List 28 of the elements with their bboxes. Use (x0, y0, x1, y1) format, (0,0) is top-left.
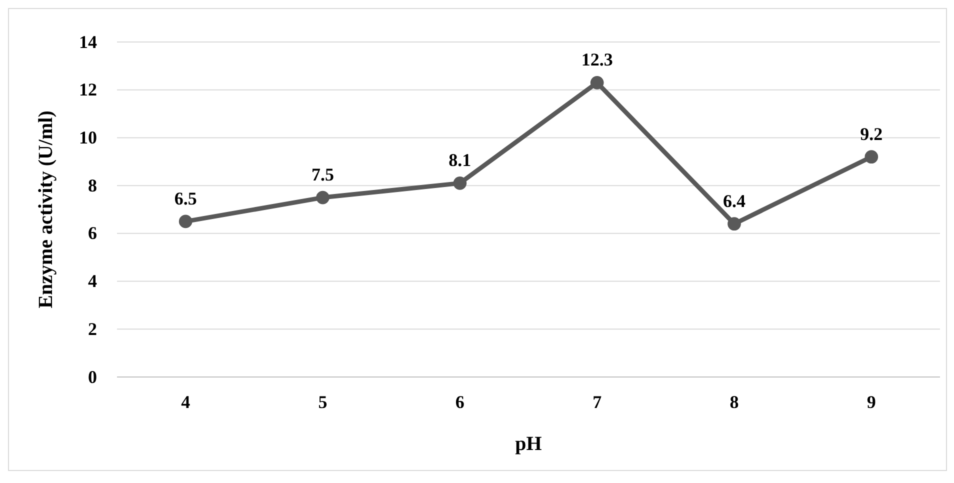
x-tick-label: 7 (592, 392, 602, 412)
x-tick-label: 8 (730, 392, 739, 412)
x-tick-label: 5 (318, 392, 328, 412)
x-tick-label: 9 (866, 392, 876, 412)
data-label: 9.2 (860, 124, 883, 144)
x-tick-label: 4 (181, 392, 190, 412)
y-tick-label: 12 (79, 80, 97, 100)
y-tick-label: 2 (88, 318, 97, 339)
y-axis-title: Enzyme activity (U/ml) (35, 110, 57, 308)
x-tick-label: 6 (455, 392, 464, 412)
data-label: 12.3 (581, 50, 613, 70)
x-axis-title: pH (515, 433, 542, 455)
point (316, 190, 330, 204)
data-label: 6.4 (723, 190, 746, 211)
point (178, 214, 192, 228)
y-tick-label: 8 (88, 175, 97, 196)
point (590, 76, 604, 90)
data-label: 6.5 (174, 188, 197, 208)
data-label: 7.5 (312, 164, 334, 185)
y-tick-label: 10 (79, 127, 97, 148)
data-label: 8.1 (448, 150, 472, 170)
point (728, 217, 741, 231)
point (453, 176, 467, 190)
point (864, 150, 878, 164)
y-tick-label: 0 (88, 366, 97, 387)
y-tick-label: 6 (88, 223, 97, 244)
y-tick-label: 4 (88, 271, 97, 292)
y-tick-label: 14 (79, 32, 97, 52)
